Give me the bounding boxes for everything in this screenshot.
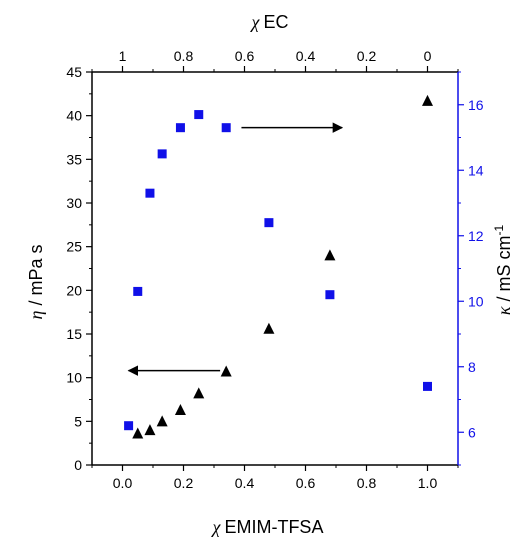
viscosity-point xyxy=(422,94,433,106)
conductivity-point xyxy=(124,421,134,431)
bottom-tick-label: 0.4 xyxy=(235,475,255,491)
left-tick-label: 30 xyxy=(66,195,82,211)
conductivity-point xyxy=(133,286,143,296)
top-axis-title: χ EC xyxy=(250,12,289,32)
bottom-tick-label: 0.0 xyxy=(113,475,133,491)
viscosity-point xyxy=(263,322,275,334)
conductivity-point xyxy=(264,218,274,228)
viscosity-point xyxy=(193,387,205,399)
bottom-tick-label: 0.2 xyxy=(174,475,194,491)
axes: 0.0 0.2 0.4 0.6 0.8 1.0 1 0.8 0.6 0.4 0.2 0 0 5 10 15 20… xyxy=(66,48,483,491)
left-tick-label: 5 xyxy=(74,413,82,429)
top-tick-label: 0.2 xyxy=(357,48,377,64)
left-tick-label: 25 xyxy=(66,239,82,255)
conductivity-point xyxy=(194,110,204,120)
conductivity-point xyxy=(175,123,185,133)
right-tick-label: 16 xyxy=(468,97,484,113)
conductivity-point xyxy=(145,188,155,198)
viscosity-point xyxy=(220,365,232,377)
right-axis-title: κ / mS cm-1 xyxy=(492,225,514,316)
right-tick-label: 14 xyxy=(468,162,484,178)
right-tick-label: 8 xyxy=(468,359,476,375)
conductivity-point xyxy=(221,123,231,133)
bottom-tick-label: 0.8 xyxy=(357,475,377,491)
data-marks xyxy=(124,94,433,439)
bottom-tick-label: 0.6 xyxy=(296,475,316,491)
left-tick-label: 15 xyxy=(66,326,82,342)
viscosity-point xyxy=(132,427,144,439)
bottom-tick-label: 1.0 xyxy=(418,475,438,491)
top-tick-label: 0.4 xyxy=(296,48,316,64)
left-tick-label: 45 xyxy=(66,64,82,80)
right-tick-label: 10 xyxy=(468,293,484,309)
viscosity-point xyxy=(324,249,336,261)
top-tick-label: 0.6 xyxy=(235,48,255,64)
right-tick-label: 6 xyxy=(468,424,476,440)
left-tick-label: 35 xyxy=(66,151,82,167)
left-tick-label: 10 xyxy=(66,370,82,386)
top-tick-label: 1 xyxy=(119,48,127,64)
annotations xyxy=(127,122,344,376)
viscosity-point xyxy=(156,415,168,427)
conductivity-point xyxy=(157,149,167,159)
right-tick-label: 12 xyxy=(468,228,484,244)
top-tick-label: 0.8 xyxy=(174,48,194,64)
left-tick-label: 20 xyxy=(66,282,82,298)
conductivity-point xyxy=(423,381,432,391)
left-tick-label: 0 xyxy=(74,457,82,473)
bottom-axis-title: χ EMIM-TFSA xyxy=(211,517,324,537)
viscosity-point xyxy=(144,424,156,436)
top-tick-label: 0 xyxy=(424,48,432,64)
left-axis-title: η / mPa s xyxy=(26,245,46,320)
left-tick-label: 40 xyxy=(66,108,82,124)
conductivity-point xyxy=(325,290,335,300)
viscosity-point xyxy=(174,403,186,415)
